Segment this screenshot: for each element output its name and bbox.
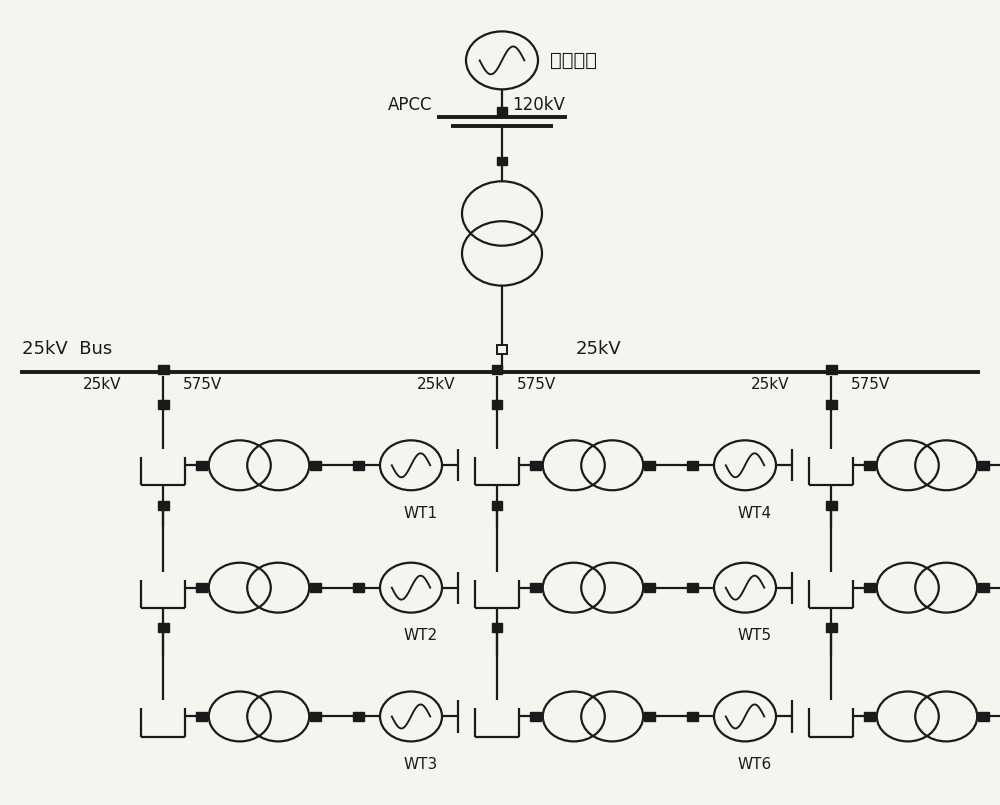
Text: WT1: WT1 bbox=[403, 506, 437, 521]
Bar bbox=[496, 106, 507, 116]
Text: WT5: WT5 bbox=[737, 628, 771, 643]
Bar bbox=[352, 712, 364, 721]
Bar bbox=[864, 583, 874, 592]
Bar bbox=[158, 501, 168, 510]
Text: APCC: APCC bbox=[388, 97, 432, 114]
Bar bbox=[196, 712, 207, 721]
Bar bbox=[310, 460, 320, 470]
Bar bbox=[530, 460, 541, 470]
Text: 575V: 575V bbox=[851, 378, 890, 392]
Bar bbox=[310, 712, 320, 721]
Bar bbox=[644, 583, 655, 592]
Text: WT6: WT6 bbox=[737, 757, 771, 772]
Bar bbox=[496, 345, 507, 354]
Bar bbox=[644, 712, 655, 721]
Text: WT2: WT2 bbox=[403, 628, 437, 643]
Text: 120kV: 120kV bbox=[512, 97, 565, 114]
Bar bbox=[978, 712, 988, 721]
Bar bbox=[492, 623, 502, 633]
Text: WT3: WT3 bbox=[403, 757, 437, 772]
Bar bbox=[196, 583, 207, 592]
Bar bbox=[686, 712, 698, 721]
Bar bbox=[496, 156, 507, 165]
Bar bbox=[978, 583, 988, 592]
Bar bbox=[530, 712, 541, 721]
Text: 25kV: 25kV bbox=[417, 378, 456, 392]
Bar bbox=[530, 583, 541, 592]
Text: 25kV  Bus: 25kV Bus bbox=[22, 341, 112, 358]
Text: 外部电网: 外部电网 bbox=[550, 51, 597, 70]
Bar bbox=[310, 583, 320, 592]
Bar bbox=[352, 583, 364, 592]
Bar bbox=[864, 712, 874, 721]
Bar bbox=[352, 460, 364, 470]
Bar bbox=[158, 623, 168, 633]
Text: 25kV: 25kV bbox=[751, 378, 790, 392]
Text: 25kV: 25kV bbox=[83, 378, 122, 392]
Bar bbox=[978, 460, 988, 470]
Bar bbox=[492, 365, 502, 374]
Text: 575V: 575V bbox=[517, 378, 556, 392]
Bar bbox=[826, 501, 836, 510]
Text: 25kV: 25kV bbox=[576, 341, 622, 358]
Bar bbox=[826, 623, 836, 633]
Bar bbox=[644, 460, 655, 470]
Bar bbox=[492, 401, 502, 409]
Bar bbox=[492, 501, 502, 510]
Bar bbox=[686, 583, 698, 592]
Bar bbox=[864, 460, 874, 470]
Bar bbox=[826, 401, 836, 409]
Bar bbox=[158, 401, 168, 409]
Bar bbox=[686, 460, 698, 470]
Text: 575V: 575V bbox=[183, 378, 222, 392]
Text: WT4: WT4 bbox=[737, 506, 771, 521]
Bar bbox=[826, 365, 836, 374]
Bar bbox=[158, 365, 168, 374]
Bar bbox=[196, 460, 207, 470]
